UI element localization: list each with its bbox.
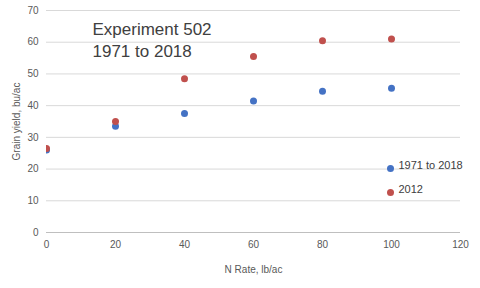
svg-text:20: 20	[110, 239, 122, 250]
svg-text:0: 0	[44, 239, 50, 250]
svg-text:1971 to 2018: 1971 to 2018	[399, 159, 463, 171]
svg-text:30: 30	[27, 132, 39, 143]
svg-text:50: 50	[27, 68, 39, 79]
svg-text:2012: 2012	[399, 183, 423, 195]
svg-text:Experiment 502: Experiment 502	[93, 20, 212, 39]
svg-text:10: 10	[27, 195, 39, 206]
svg-text:Grain yield, bu/ac: Grain yield, bu/ac	[11, 83, 22, 161]
svg-text:20: 20	[27, 163, 39, 174]
svg-text:100: 100	[383, 239, 400, 250]
svg-text:40: 40	[27, 100, 39, 111]
svg-text:60: 60	[27, 36, 39, 47]
svg-text:80: 80	[317, 239, 329, 250]
svg-text:N Rate, lb/ac: N Rate, lb/ac	[225, 264, 283, 275]
svg-text:70: 70	[27, 5, 39, 16]
svg-text:40: 40	[179, 239, 191, 250]
svg-text:60: 60	[248, 239, 260, 250]
svg-text:120: 120	[452, 239, 469, 250]
svg-text:0: 0	[33, 227, 39, 238]
svg-text:1971 to 2018: 1971 to 2018	[93, 42, 192, 61]
